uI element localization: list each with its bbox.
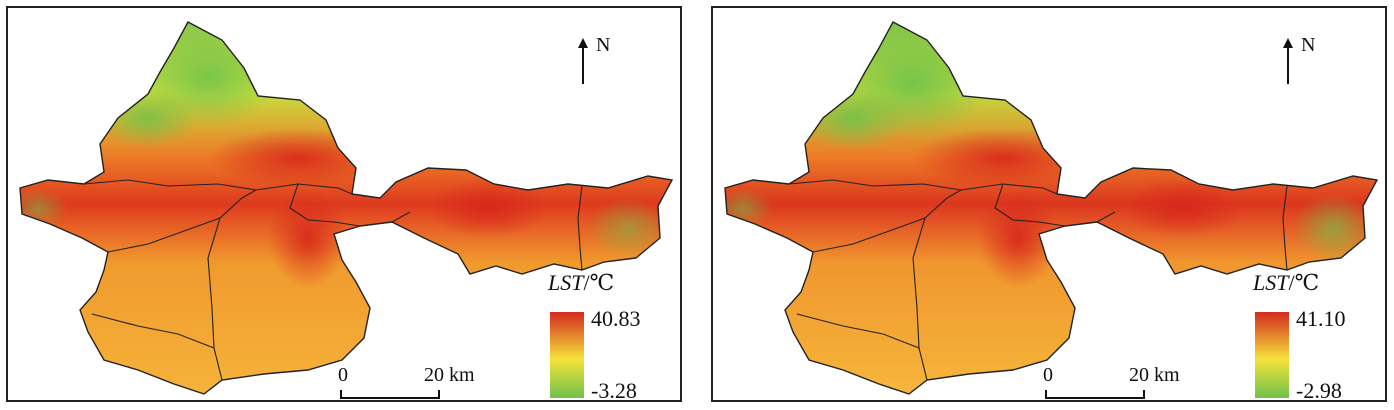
district-boundaries-right (788, 179, 1288, 381)
legend-title: LST/℃ (1253, 270, 1319, 296)
scale-end-label: 20 km (424, 364, 475, 386)
map-panel-left: N LST/℃ 40.83 -3.28 0 20 km (6, 6, 682, 402)
lst-map-left (19, 21, 674, 395)
arrow-up-icon (1283, 38, 1293, 84)
scale-bar: 0 20 km (1041, 364, 1221, 400)
arrow-up-icon (578, 38, 588, 84)
legend-unit: /℃ (583, 270, 615, 295)
north-label: N (596, 34, 611, 56)
north-arrow: N (1281, 34, 1321, 90)
legend-max-value: 41.10 (1296, 306, 1346, 331)
legend-unit: /℃ (1288, 270, 1320, 295)
scale-zero-label: 0 (338, 364, 348, 386)
legend-min-value: -2.98 (1296, 378, 1342, 402)
scale-zero-label: 0 (1043, 364, 1053, 386)
scale-end-label: 20 km (1129, 364, 1180, 386)
legend-min-value: -3.28 (591, 378, 637, 402)
north-label: N (1301, 34, 1316, 56)
north-arrow: N (576, 34, 616, 90)
map-panel-right: N LST/℃ 41.10 -2.98 0 20 km (711, 6, 1387, 402)
district-boundaries-left (83, 179, 583, 381)
legend-max-value: 40.83 (591, 306, 641, 331)
legend-colorbar (1255, 312, 1289, 398)
legend-colorbar (550, 312, 584, 398)
lst-map-right (724, 21, 1379, 395)
legend-variable: LST (1253, 270, 1289, 295)
legend-title: LST/℃ (548, 270, 614, 296)
legend-variable: LST (548, 270, 584, 295)
scale-bar: 0 20 km (336, 364, 516, 400)
scale-line (340, 390, 440, 399)
scale-line (1045, 390, 1145, 399)
